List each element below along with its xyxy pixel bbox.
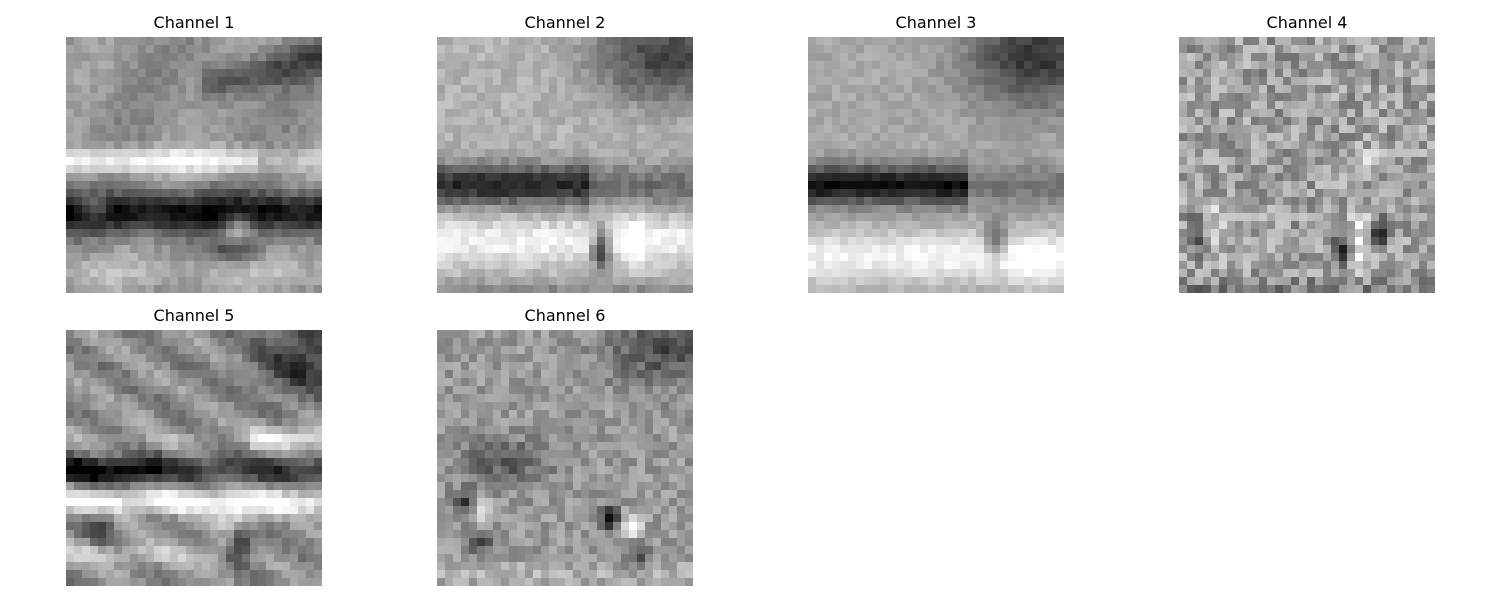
channel-title-5: Channel 5 xyxy=(153,306,235,325)
channel-title-4: Channel 4 xyxy=(1266,13,1348,32)
channel-title-2: Channel 2 xyxy=(524,13,606,32)
channel-image-4 xyxy=(1179,37,1435,293)
channel-title-3: Channel 3 xyxy=(895,13,977,32)
channel-image-3 xyxy=(808,37,1064,293)
channel-image-6 xyxy=(437,330,693,586)
channel-image-5 xyxy=(66,330,322,586)
channel-image-1 xyxy=(66,37,322,293)
channel-image-2 xyxy=(437,37,693,293)
channel-title-1: Channel 1 xyxy=(153,13,235,32)
channel-title-6: Channel 6 xyxy=(524,306,606,325)
